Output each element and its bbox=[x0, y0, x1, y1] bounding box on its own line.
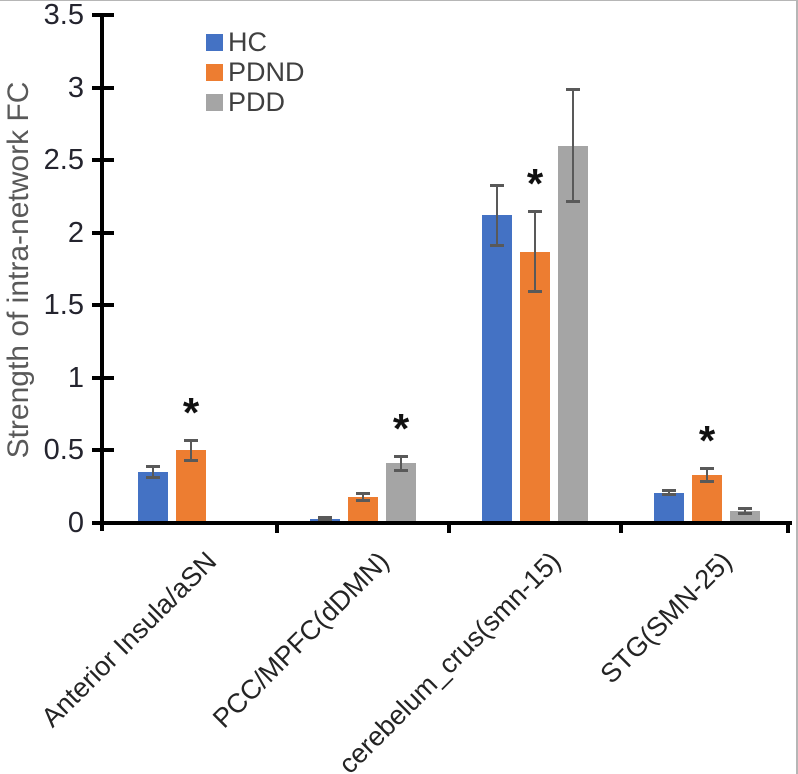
bar-hc-category-3 bbox=[482, 215, 512, 523]
x-axis-line bbox=[94, 521, 792, 525]
x-axis-category-label: STG(SMN-25) bbox=[595, 546, 739, 690]
error-bar-cap-bottom bbox=[394, 468, 408, 472]
y-axis-line bbox=[100, 13, 104, 531]
y-axis-tick-label: 3 bbox=[67, 71, 84, 104]
error-bar-line bbox=[362, 492, 364, 502]
error-bar-cap-bottom bbox=[146, 476, 160, 479]
significance-marker: * bbox=[698, 416, 716, 464]
legend-swatch-pdd bbox=[206, 93, 223, 111]
x-axis-end-tick bbox=[786, 523, 790, 533]
error-bar-cap-bottom bbox=[490, 243, 504, 247]
x-axis-category-label: PCC/MPFC(dDMN) bbox=[206, 546, 395, 734]
error-bar-cap-bottom bbox=[700, 480, 714, 484]
y-axis-tick-label: 2 bbox=[67, 216, 84, 249]
y-axis-tick-label: 1.5 bbox=[43, 289, 84, 322]
error-bar-cap-top bbox=[662, 488, 676, 492]
x-axis-tick bbox=[619, 523, 623, 533]
error-bar-cap-top bbox=[394, 455, 408, 459]
legend-label-hc: HC bbox=[228, 27, 267, 57]
legend-swatch-hc bbox=[206, 33, 223, 51]
x-axis-tick bbox=[447, 523, 451, 533]
bar-hc-category-4 bbox=[654, 492, 684, 523]
x-axis-tick bbox=[275, 523, 279, 533]
error-bar-cap-top bbox=[490, 183, 504, 187]
bar-pdd-category-3 bbox=[558, 145, 588, 523]
significance-marker: * bbox=[392, 405, 410, 453]
bar-pdnd-category-3 bbox=[520, 251, 550, 523]
error-bar-line bbox=[744, 508, 746, 515]
error-bar-cap-top bbox=[318, 516, 332, 520]
bar-pdd-category-4 bbox=[730, 511, 760, 523]
error-bar-cap-top bbox=[184, 439, 198, 443]
legend-swatch-pdnd bbox=[206, 63, 223, 81]
error-bar-cap-bottom bbox=[318, 518, 332, 522]
legend-item-pdd: PDD bbox=[206, 87, 305, 117]
bar-hc-category-1 bbox=[138, 472, 168, 523]
error-bar-cap-top bbox=[146, 465, 160, 469]
legend-item-hc: HC bbox=[206, 27, 305, 57]
bar-pdnd-category-1 bbox=[176, 450, 206, 523]
legend-label-pdd: PDD bbox=[228, 87, 286, 117]
y-axis-tick-label: 2.5 bbox=[43, 144, 84, 177]
error-bar-cap-top bbox=[356, 491, 370, 495]
figure-border-right bbox=[796, 0, 798, 774]
error-bar-cap-top bbox=[738, 507, 752, 511]
error-bar-line bbox=[668, 489, 670, 496]
error-bar-line bbox=[400, 456, 402, 471]
error-bar-cap-top bbox=[528, 209, 542, 213]
legend: HC PDND PDD bbox=[206, 27, 305, 117]
error-bar-cap-bottom bbox=[184, 458, 198, 462]
error-bar-line bbox=[190, 440, 192, 461]
y-axis-tick-label: 0 bbox=[67, 507, 84, 539]
error-bar-line bbox=[534, 210, 536, 293]
bar-pdd-category-2 bbox=[386, 463, 416, 523]
legend-item-pdnd: PDND bbox=[206, 57, 305, 87]
x-axis-category-label: Anterior Insula/aSN bbox=[35, 546, 223, 733]
error-bar-line bbox=[572, 89, 574, 203]
error-bar-cap-bottom bbox=[662, 493, 676, 497]
error-bar-cap-bottom bbox=[528, 290, 542, 294]
error-bar-line bbox=[496, 184, 498, 246]
y-axis-tick-label: 3.5 bbox=[43, 0, 84, 31]
significance-marker: * bbox=[526, 159, 544, 207]
significance-marker: * bbox=[182, 389, 200, 437]
y-axis-tick-label: 1 bbox=[67, 361, 84, 394]
error-bar-cap-bottom bbox=[356, 499, 370, 503]
legend-label-pdnd: PDND bbox=[228, 57, 305, 87]
error-bar-cap-top bbox=[566, 88, 580, 92]
y-axis-tick-label: 0.5 bbox=[43, 434, 84, 467]
error-bar-line bbox=[152, 466, 154, 478]
error-bar-cap-bottom bbox=[738, 512, 752, 516]
error-bar-line bbox=[706, 467, 708, 483]
figure-border-top bbox=[0, 0, 798, 1]
error-bar-cap-bottom bbox=[566, 200, 580, 204]
error-bar-cap-top bbox=[700, 466, 714, 470]
